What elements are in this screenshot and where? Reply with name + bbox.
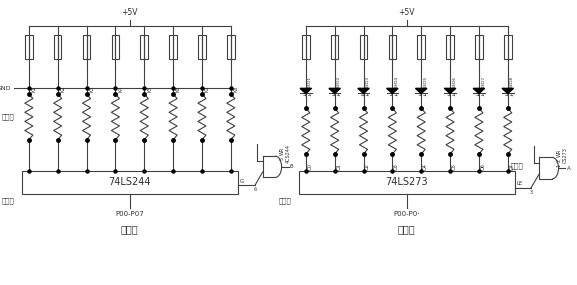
Text: 输出口: 输出口 xyxy=(511,162,523,169)
Text: O7: O7 xyxy=(509,163,515,170)
Text: 1: 1 xyxy=(557,164,562,167)
Polygon shape xyxy=(300,88,312,93)
Text: LED8: LED8 xyxy=(510,76,514,87)
Text: 6: 6 xyxy=(254,187,257,192)
Text: 5: 5 xyxy=(280,157,285,160)
Bar xyxy=(475,35,482,59)
Text: O0: O0 xyxy=(308,163,313,170)
Text: O3: O3 xyxy=(394,163,399,170)
Text: O6: O6 xyxy=(481,163,486,170)
Text: P00-P07: P00-P07 xyxy=(115,211,144,217)
Polygon shape xyxy=(415,88,427,93)
Text: 74LS273: 74LS273 xyxy=(385,177,428,188)
Bar xyxy=(140,35,148,59)
Bar xyxy=(388,35,396,59)
Bar xyxy=(447,35,454,59)
Bar xyxy=(227,35,234,59)
Text: 3: 3 xyxy=(530,190,533,195)
Text: 输入口: 输入口 xyxy=(279,198,291,204)
Bar xyxy=(198,35,205,59)
Text: GND: GND xyxy=(0,86,12,91)
Bar xyxy=(112,35,119,59)
Text: 单片机: 单片机 xyxy=(398,224,415,234)
Text: K5: K5 xyxy=(147,85,152,91)
Text: LED2: LED2 xyxy=(337,76,341,87)
Bar xyxy=(170,35,177,59)
Text: LED4: LED4 xyxy=(395,76,399,87)
Text: K1: K1 xyxy=(32,85,37,91)
Text: WR: WR xyxy=(280,147,285,155)
Text: O2: O2 xyxy=(365,163,370,170)
Text: LED6: LED6 xyxy=(452,76,456,87)
Bar xyxy=(54,35,61,59)
Text: 2: 2 xyxy=(557,159,562,162)
Polygon shape xyxy=(387,88,398,93)
Text: +5V: +5V xyxy=(122,8,138,17)
Bar xyxy=(360,35,368,59)
Text: K7: K7 xyxy=(205,85,210,91)
Text: 单片机: 单片机 xyxy=(121,224,138,234)
Polygon shape xyxy=(358,88,369,93)
Bar xyxy=(83,35,91,59)
Text: LE: LE xyxy=(516,181,523,186)
Text: LED3: LED3 xyxy=(366,76,370,87)
Bar xyxy=(504,35,512,59)
Bar xyxy=(417,35,425,59)
Text: P00-P0·: P00-P0· xyxy=(394,211,420,217)
Polygon shape xyxy=(329,88,340,93)
Polygon shape xyxy=(502,88,514,93)
Text: A: A xyxy=(567,166,570,171)
Text: K3: K3 xyxy=(89,85,95,91)
Text: K2: K2 xyxy=(61,85,66,91)
Text: G: G xyxy=(239,179,243,184)
Text: WR: WR xyxy=(557,148,562,156)
Text: O5: O5 xyxy=(452,163,457,170)
Bar xyxy=(302,35,310,59)
Text: K6: K6 xyxy=(176,85,181,91)
Text: K4: K4 xyxy=(118,85,123,91)
Bar xyxy=(299,171,515,194)
Bar xyxy=(25,35,32,59)
Bar xyxy=(22,171,238,194)
Text: 输出口: 输出口 xyxy=(2,198,14,204)
Polygon shape xyxy=(444,88,456,93)
Text: +5V: +5V xyxy=(399,8,415,17)
Text: O4: O4 xyxy=(423,163,428,170)
Text: O1: O1 xyxy=(336,163,342,170)
Text: 输入口: 输入口 xyxy=(2,113,14,120)
Text: K8: K8 xyxy=(234,85,239,91)
Text: B: B xyxy=(290,164,293,169)
Text: 74LS244: 74LS244 xyxy=(108,177,151,188)
Bar xyxy=(331,35,339,59)
Text: LED5: LED5 xyxy=(424,76,428,87)
Polygon shape xyxy=(473,88,485,93)
Text: LED7: LED7 xyxy=(481,76,485,87)
Text: LED1: LED1 xyxy=(308,76,312,87)
Text: CS273: CS273 xyxy=(563,147,568,163)
Text: 4CS244: 4CS244 xyxy=(286,144,291,163)
